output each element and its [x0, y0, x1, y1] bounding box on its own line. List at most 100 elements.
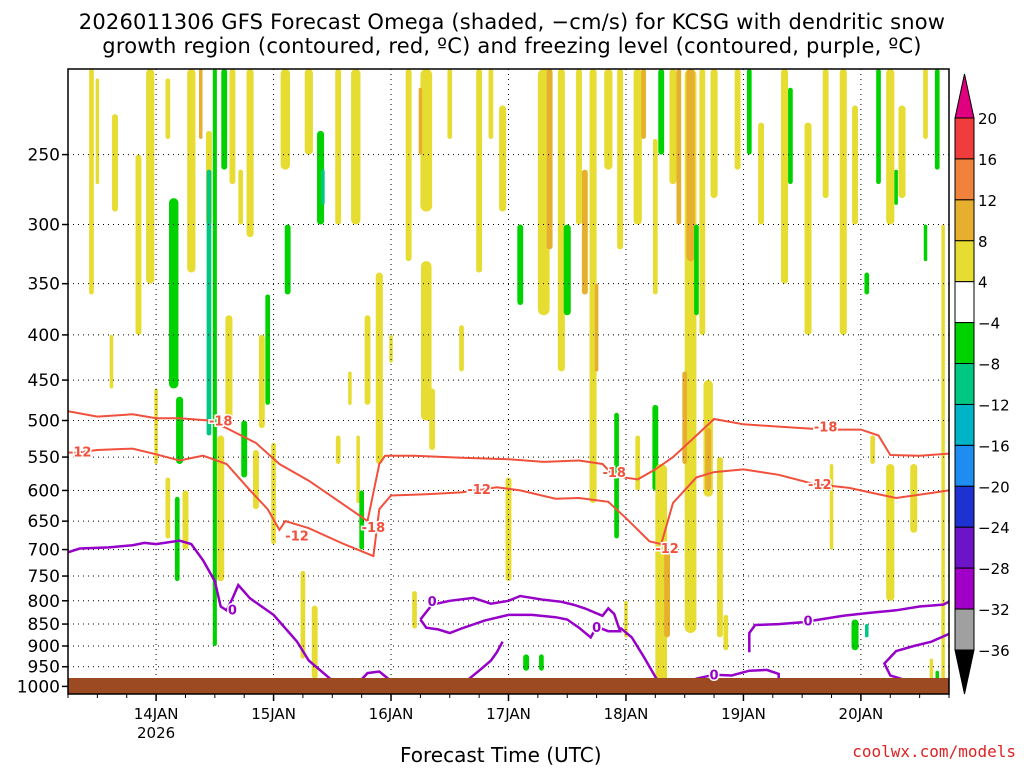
omega-shade-region [822, 69, 829, 199]
omega-shade-region [335, 435, 341, 464]
colorbar-label: 20 [978, 110, 997, 128]
x-tick-label: 16JAN [369, 705, 414, 723]
colorbar-bin [954, 281, 975, 324]
contour-label: -12 [285, 530, 309, 545]
omega-shade-region [359, 490, 365, 550]
contour-label: -18 [814, 421, 838, 436]
chart-title-line-1: 2026011306 GFS Forecast Omega (shaded, −… [78, 10, 946, 34]
omega-shade-region [746, 69, 752, 155]
colorbar-bin [954, 199, 975, 242]
omega-shade-region [418, 87, 423, 155]
colorbar-label: −32 [978, 601, 1010, 619]
omega-shade-region [723, 614, 729, 651]
omega-shade-region [420, 69, 433, 212]
colorbar-label: −36 [978, 642, 1010, 660]
contour-label: -18 [209, 415, 233, 430]
omega-shade-region [839, 69, 847, 335]
colorbar-label: −28 [978, 560, 1010, 578]
omega-shade-region [705, 428, 712, 491]
colorbar-bin [954, 117, 975, 160]
omega-shade-region [581, 169, 588, 295]
omega-shade-region [633, 69, 642, 225]
colorbar-label: −24 [978, 519, 1010, 537]
omega-shade-region [389, 334, 393, 363]
omega-shade-region [658, 69, 665, 155]
omega-shade-region [447, 69, 453, 139]
omega-shade-region [923, 69, 928, 139]
omega-shade-region [804, 122, 812, 335]
omega-shade-region [929, 658, 934, 679]
omega-shade-region [217, 435, 225, 582]
omega-shade-region [923, 224, 928, 262]
omega-shade-region [476, 69, 483, 273]
colorbar-label: −12 [978, 396, 1010, 414]
omega-shade-region [717, 457, 723, 638]
colorbar-bin [954, 608, 975, 651]
omega-shade-region [174, 496, 180, 582]
omega-shade-region [135, 154, 142, 335]
omega-shade-region [517, 224, 524, 305]
x-tick-label: 20JAN [839, 705, 884, 723]
colorbar-label: 8 [978, 233, 988, 251]
omega-shade-region [488, 69, 494, 139]
colorbar-bin [954, 526, 975, 569]
y-tick-label: 500 [28, 412, 60, 432]
omega-shade-region [852, 105, 858, 225]
omega-shade-region [851, 619, 859, 651]
omega-shade-region [886, 69, 895, 225]
contour-label: -18 [362, 521, 386, 536]
dgz-contour-minus12 [68, 447, 949, 558]
source-credit: coolwx.com/models [852, 742, 1016, 761]
omega-shade-region [187, 69, 196, 273]
omega-shade-region [865, 624, 869, 638]
omega-shade-region [604, 69, 613, 170]
colorbar-bin [954, 444, 975, 487]
colorbar-bin [954, 403, 975, 446]
contour-label: -18 [602, 466, 626, 481]
omega-shade-region [206, 169, 212, 436]
omega-shade-region [676, 69, 682, 225]
contour-label: -12 [655, 542, 679, 557]
y-tick-label: 950 [28, 658, 60, 678]
omega-shade-region [321, 169, 325, 205]
omega-shade-region [265, 294, 271, 405]
omega-shade-region [499, 105, 507, 212]
colorbar-label: 12 [978, 192, 997, 210]
omega-shade-region [356, 435, 360, 504]
y-tick-label: 1000 [17, 677, 60, 697]
omega-shade-region [669, 69, 677, 185]
omega-shade-region [641, 69, 646, 139]
colorbar-label: −20 [978, 478, 1010, 496]
y-tick-label: 800 [28, 592, 60, 612]
omega-shade-region [212, 69, 217, 646]
y-tick-label: 350 [28, 275, 60, 295]
y-tick-label: 450 [28, 371, 60, 391]
contour-label: 0 [592, 621, 601, 636]
freezing-level-contour [419, 594, 622, 640]
omega-shade-region [557, 69, 565, 372]
omega-shade-region [351, 69, 361, 225]
omega-shade-region [758, 122, 764, 225]
omega-shade-region [246, 69, 254, 238]
omega-shade-region [459, 325, 464, 372]
colorbar-bin [954, 322, 975, 365]
omega-shade-region [109, 334, 114, 389]
colorbar-label: −16 [978, 437, 1010, 455]
dgz-contour-minus18 [68, 410, 949, 523]
omega-shade-region [221, 69, 228, 170]
omega-shade-region [241, 420, 248, 478]
omega-shade-region [876, 69, 881, 185]
omega-shade-region [165, 477, 171, 539]
x-tick-label: 19JAN [721, 705, 766, 723]
contour-label: -12 [467, 483, 491, 498]
x-axis-label: Forecast Time (UTC) [400, 743, 602, 767]
omega-shade-region [375, 272, 383, 464]
omega-shade-region [304, 69, 313, 155]
omega-shade-region [537, 69, 550, 316]
omega-shade-region [198, 69, 203, 139]
omega-shade-region [412, 591, 417, 629]
omega-shade-region [89, 69, 94, 295]
colorbar-top-arrow [954, 73, 975, 119]
contour-label: 0 [228, 603, 237, 618]
omega-shade-region [594, 283, 599, 372]
